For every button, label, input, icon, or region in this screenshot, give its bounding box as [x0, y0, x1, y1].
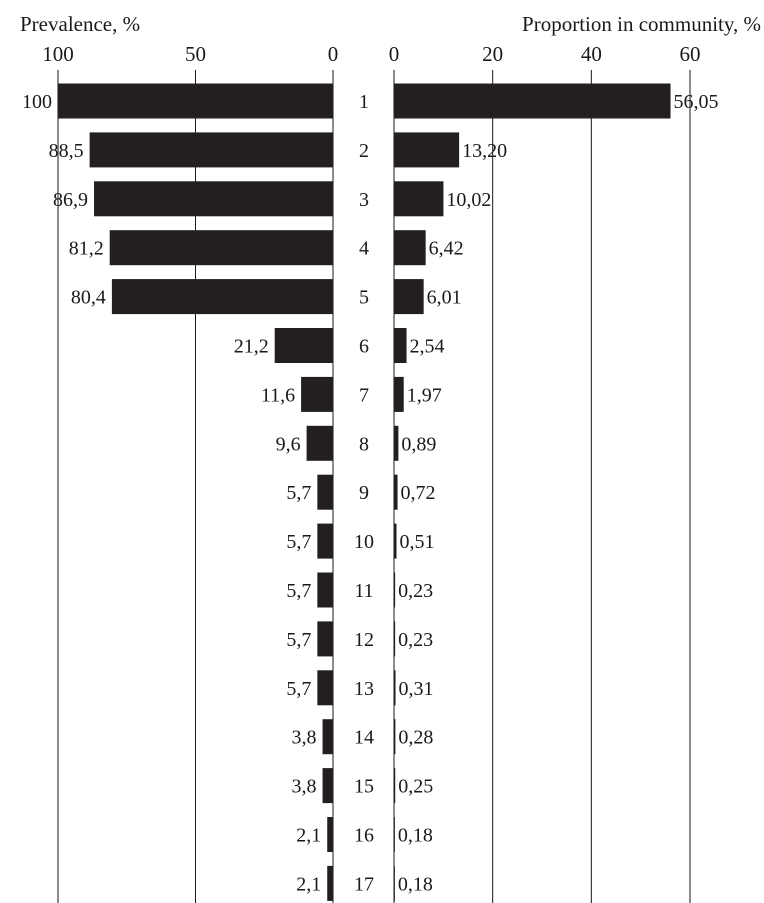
category-label: 4	[359, 238, 369, 260]
right-bar	[394, 83, 671, 119]
category-label: 9	[359, 482, 369, 504]
right-bar	[394, 425, 399, 461]
right-value-label: 0,72	[401, 482, 436, 504]
right-bar	[394, 376, 404, 412]
left-value-label: 5,7	[286, 482, 311, 504]
left-bar	[317, 572, 333, 608]
category-label: 8	[359, 433, 369, 455]
left-bar	[327, 817, 333, 852]
right-bar	[394, 181, 444, 217]
left-value-label: 81,2	[69, 238, 104, 260]
left-panel-title: Prevalence, %	[20, 12, 140, 36]
right-value-label: 0,25	[398, 776, 433, 798]
left-bar	[322, 719, 333, 755]
right-value-label: 1,97	[407, 384, 442, 406]
right-tick-label: 60	[680, 42, 701, 66]
left-bar	[111, 279, 334, 315]
right-bar	[394, 621, 396, 657]
left-bar	[274, 328, 333, 363]
right-bar	[394, 670, 396, 706]
right-bar	[394, 719, 396, 755]
right-bar	[394, 768, 396, 804]
left-bar	[109, 230, 333, 266]
right-bar	[394, 328, 407, 363]
left-value-label: 21,2	[234, 336, 269, 358]
right-bar	[394, 523, 397, 559]
category-label: 17	[354, 873, 374, 895]
left-bar	[317, 670, 333, 706]
left-bar	[322, 768, 333, 804]
category-label: 16	[354, 825, 374, 847]
right-value-label: 0,28	[398, 727, 433, 749]
right-value-label: 6,42	[429, 238, 464, 260]
left-value-label: 80,4	[71, 287, 106, 309]
right-bar	[394, 230, 426, 266]
left-bar	[94, 181, 334, 217]
category-label: 10	[354, 531, 374, 553]
right-bar	[394, 132, 460, 168]
right-value-label: 56,05	[674, 91, 719, 113]
right-bar	[394, 474, 398, 510]
left-value-label: 5,7	[286, 580, 311, 602]
left-value-label: 88,5	[49, 140, 84, 162]
category-label: 1	[359, 91, 369, 113]
left-bar	[306, 425, 333, 461]
category-label: 6	[359, 336, 369, 358]
left-value-label: 11,6	[261, 384, 295, 406]
bar-layer	[58, 83, 671, 901]
right-tick-label: 40	[581, 42, 602, 66]
right-bar	[394, 572, 396, 608]
category-label: 2	[359, 140, 369, 162]
category-label: 5	[359, 287, 369, 309]
right-value-label: 0,51	[400, 531, 435, 553]
right-value-label: 13,20	[462, 140, 507, 162]
right-value-label: 0,89	[401, 433, 436, 455]
left-tick-label: 0	[328, 42, 339, 66]
left-tick-label: 100	[42, 42, 74, 66]
label-layer: 100 50 0 0 20 40 60 100 56,05 1 88,5 13,20 2 86,9 10,0…	[22, 42, 719, 895]
left-value-label: 3,8	[292, 776, 317, 798]
left-value-label: 5,7	[286, 678, 311, 700]
right-bar	[394, 279, 424, 315]
right-value-label: 0,23	[398, 580, 433, 602]
right-value-label: 0,18	[398, 873, 433, 895]
left-bar	[317, 621, 333, 657]
right-value-label: 0,31	[399, 678, 434, 700]
left-bar	[89, 132, 333, 168]
category-label: 14	[354, 727, 374, 749]
left-value-label: 2,1	[296, 825, 321, 847]
right-value-label: 0,18	[398, 825, 433, 847]
left-bar	[58, 83, 333, 119]
right-value-label: 6,01	[427, 287, 462, 309]
right-value-label: 0,23	[398, 629, 433, 651]
right-bar	[394, 865, 395, 901]
left-bar	[327, 865, 333, 901]
left-value-label: 86,9	[53, 189, 88, 211]
right-bar	[394, 817, 395, 852]
left-value-label: 5,7	[286, 629, 311, 651]
left-bar	[301, 376, 333, 412]
category-label: 3	[359, 189, 369, 211]
left-value-label: 100	[22, 91, 52, 113]
left-value-label: 9,6	[276, 433, 301, 455]
category-label: 13	[354, 678, 374, 700]
right-value-label: 2,54	[410, 336, 445, 358]
right-panel-title: Proportion in community, %	[522, 12, 761, 36]
right-value-label: 10,02	[446, 189, 491, 211]
left-value-label: 5,7	[286, 531, 311, 553]
left-bar	[317, 523, 333, 559]
category-label: 7	[359, 384, 369, 406]
category-label: 12	[354, 629, 374, 651]
right-tick-label: 0	[389, 42, 400, 66]
left-bar	[317, 474, 333, 510]
left-tick-label: 50	[185, 42, 206, 66]
category-label: 11	[354, 580, 373, 602]
left-value-label: 2,1	[296, 873, 321, 895]
category-label: 15	[354, 776, 374, 798]
right-tick-label: 20	[482, 42, 503, 66]
left-value-label: 3,8	[292, 727, 317, 749]
